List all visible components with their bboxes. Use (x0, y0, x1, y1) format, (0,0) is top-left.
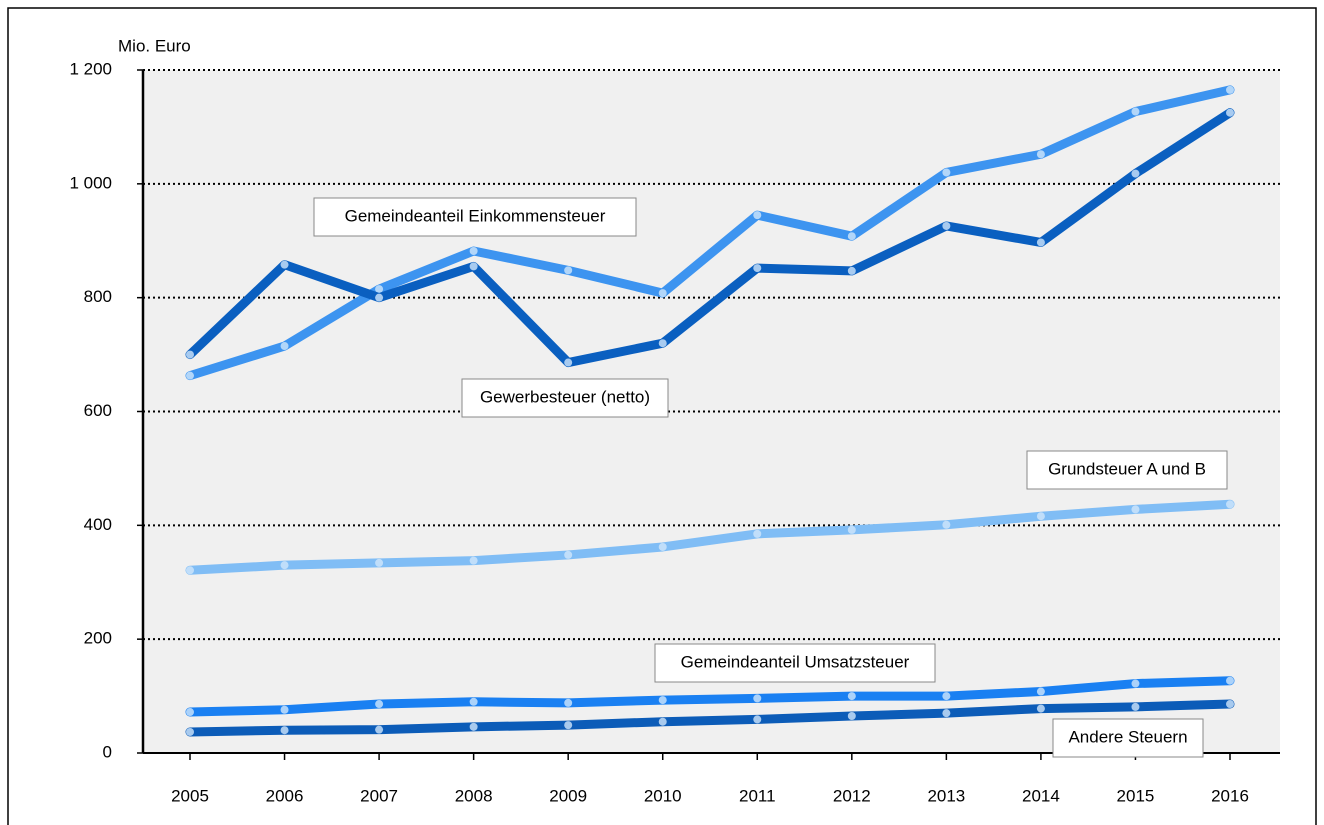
y-tick-label: 400 (84, 515, 112, 534)
point (280, 561, 289, 570)
y-tick-label: 1 000 (69, 173, 112, 192)
point (1036, 704, 1045, 713)
point (1036, 150, 1045, 159)
point (942, 709, 951, 718)
x-tick-label: 2016 (1211, 786, 1249, 805)
point (375, 700, 384, 709)
point (280, 726, 289, 735)
point (375, 558, 384, 567)
point (280, 260, 289, 269)
point (469, 556, 478, 565)
point (1226, 500, 1234, 509)
point (1036, 687, 1045, 696)
y-tick-label: 1 200 (69, 59, 112, 78)
point (1036, 238, 1045, 247)
x-tick-label: 2008 (455, 786, 493, 805)
y-tick-label: 200 (84, 629, 112, 648)
plot-area (143, 70, 1280, 753)
point (375, 725, 384, 734)
series-label: Gemeindeanteil Einkommensteuer (345, 206, 606, 225)
label-box (313, 197, 637, 237)
point (186, 350, 194, 359)
point (186, 371, 194, 380)
point (1131, 702, 1140, 711)
point (753, 694, 762, 703)
point (564, 698, 573, 707)
point (1226, 85, 1234, 94)
y-tick-label: 800 (84, 287, 112, 306)
point (1131, 169, 1140, 178)
point (469, 262, 478, 271)
x-tick-label: 2013 (927, 786, 965, 805)
point (753, 264, 762, 273)
point (658, 339, 667, 348)
point (942, 520, 951, 529)
point (658, 289, 667, 298)
point (847, 712, 856, 721)
point (753, 715, 762, 724)
point (658, 717, 667, 726)
point (564, 266, 573, 275)
point (942, 692, 951, 701)
point (1226, 676, 1234, 685)
point (375, 293, 384, 302)
point (564, 550, 573, 559)
x-tick-label: 2010 (644, 786, 682, 805)
x-tick-label: 2011 (739, 786, 776, 805)
point (942, 168, 951, 177)
series-line (185, 108, 1235, 368)
x-tick-label: 2006 (266, 786, 304, 805)
point (186, 708, 194, 717)
point (753, 529, 762, 538)
series-line (185, 676, 1235, 717)
point (375, 285, 384, 294)
series-label: Gewerbesteuer (netto) (480, 387, 650, 406)
point (186, 727, 194, 736)
x-tick-label: 2015 (1117, 786, 1155, 805)
series-label: Grundsteuer A und B (1048, 459, 1206, 478)
point (1131, 679, 1140, 688)
point (753, 211, 762, 220)
y-tick-label: 0 (103, 742, 112, 761)
y-tick-label: 600 (84, 401, 112, 420)
label-box (654, 643, 936, 683)
series-label: Andere Steuern (1068, 727, 1187, 746)
point (1131, 505, 1140, 514)
point (186, 566, 194, 575)
point (847, 232, 856, 241)
point (658, 696, 667, 705)
point (847, 266, 856, 275)
point (280, 705, 289, 714)
series-line (185, 499, 1235, 575)
y-axis-label: Mio. Euro (118, 36, 191, 55)
point (469, 697, 478, 706)
point (942, 221, 951, 230)
label-box (1052, 718, 1204, 758)
x-tick-label: 2009 (549, 786, 587, 805)
point (280, 342, 289, 351)
label-box (1026, 450, 1228, 490)
label-box (461, 378, 669, 418)
series-line (185, 699, 1235, 737)
point (564, 358, 573, 367)
point (847, 692, 856, 701)
point (1131, 107, 1140, 116)
point (1226, 700, 1234, 709)
series-line (185, 85, 1235, 381)
x-tick-label: 2012 (833, 786, 871, 805)
point (564, 721, 573, 730)
point (847, 525, 856, 534)
point (658, 542, 667, 551)
series-label: Gemeindeanteil Umsatzsteuer (681, 652, 910, 671)
point (469, 722, 478, 731)
point (469, 246, 478, 255)
x-tick-label: 2014 (1022, 786, 1060, 805)
point (1226, 108, 1234, 117)
x-tick-label: 2007 (360, 786, 398, 805)
point (1036, 512, 1045, 521)
x-tick-label: 2005 (171, 786, 209, 805)
